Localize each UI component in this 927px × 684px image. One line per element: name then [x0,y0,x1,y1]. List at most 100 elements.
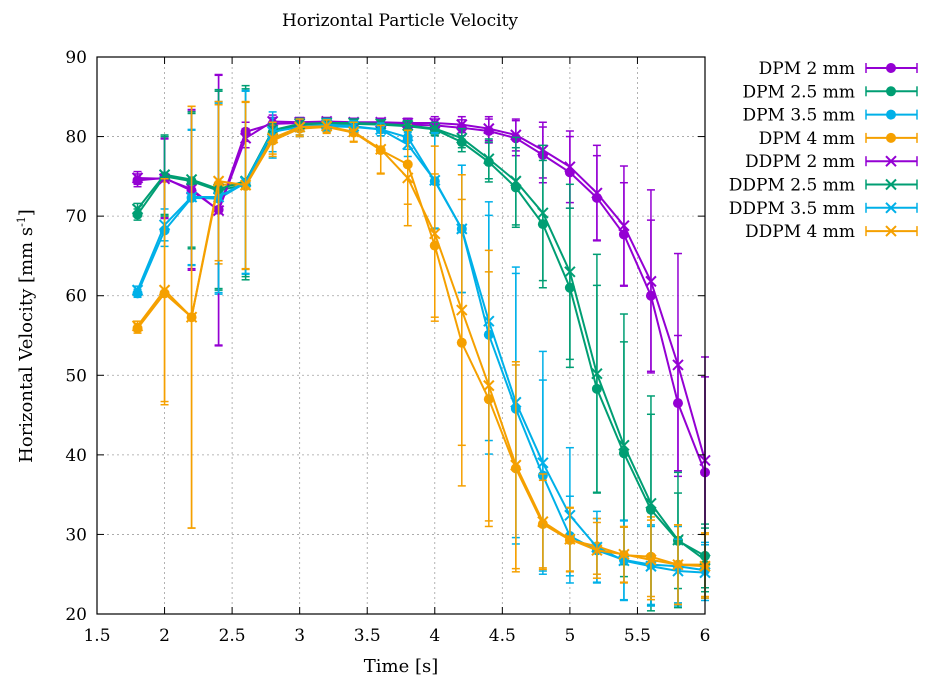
legend-label: DPM 2.5 mm [742,82,855,102]
data-point [510,129,522,141]
data-point [537,515,549,528]
legend-item: DPM 4 mm [759,129,918,149]
legend-label: DPM 3.5 mm [742,106,855,126]
data-point [402,119,414,132]
cross-stroke [375,143,387,156]
cross-stroke [483,153,495,165]
cross-stroke [293,121,306,133]
data-point [483,153,495,165]
legend-marker [886,63,896,73]
legend-marker [885,202,897,214]
data-point [239,179,252,191]
series-line [136,123,706,574]
cross-stroke [885,202,897,214]
legend-item: DPM 2 mm [759,59,918,79]
series-line [137,120,706,461]
x-tick-label: 3.5 [354,626,381,646]
x-tick-label: 5.5 [624,626,651,646]
cross-stroke [456,132,468,144]
cross-stroke [239,179,252,191]
cross-stroke [483,379,495,392]
grid [97,57,705,614]
cross-stroke [537,207,549,219]
data-point [564,266,576,278]
cross-stroke [131,172,144,184]
series-line [136,122,706,561]
y-tick-label: 70 [65,207,87,227]
data-point [185,311,198,323]
cross-stroke [885,155,897,167]
data-point [591,544,603,557]
data-point [618,219,630,232]
x-tick-label: 3 [294,626,305,646]
legend-marker [886,109,896,120]
x-axis: 1.5 2 2.5 3 3.5 4 4.5 5 5.5 6 [83,57,710,646]
data-point [510,459,522,471]
series-layer [131,73,711,612]
cross-stroke [618,219,630,232]
cross-stroke [591,544,603,557]
legend-marker [885,155,897,167]
legend-label: DPM 4 mm [759,129,855,149]
series-ddpm-4-mm [131,100,711,606]
cross-stroke [266,132,279,144]
y-tick-label: 20 [65,605,87,625]
legend-marker [885,225,897,237]
cross-stroke [618,548,630,561]
data-point [510,175,522,187]
cross-stroke [131,320,144,332]
data-point [672,558,684,571]
cross-stroke [645,497,657,510]
data-point [645,554,657,566]
y-tick-label: 90 [65,48,87,68]
cross-stroke [672,558,684,571]
cross-stroke [645,275,657,288]
cross-stroke [510,129,522,141]
data-point [131,320,144,332]
cross-stroke [618,439,630,452]
data-point [293,121,306,133]
series-line [136,125,706,568]
cross-stroke [212,175,225,187]
legend-marker [886,86,896,97]
legend-label: DDPM 4 mm [745,222,855,242]
data-point [320,120,333,132]
series-line [137,121,706,473]
cross-stroke [131,203,144,215]
x-tick-label: 4.5 [489,626,516,646]
data-point [564,533,576,545]
y-axis-label-main: Horizontal Velocity [mm s [16,227,37,463]
cross-stroke [885,178,897,191]
legend-item: DPM 3.5 mm [742,106,918,126]
legend-item: DDPM 4 mm [745,222,918,242]
data-point [131,203,144,215]
y-tick-label: 80 [65,128,87,148]
cross-stroke [591,367,603,380]
x-tick-label: 2 [159,626,170,646]
y-tick-label: 40 [65,446,87,466]
data-point [537,207,549,219]
cross-stroke [185,311,198,323]
data-point [483,379,495,392]
data-point [131,172,144,184]
data-point [456,132,468,144]
x-tick-label: 4 [429,626,440,646]
data-point [645,275,657,288]
cross-stroke [402,119,414,132]
y-axis-label: Horizontal Velocity [mm s-1] [15,209,37,463]
y-axis: 20 30 40 50 60 70 80 90 [65,48,705,625]
cross-stroke [537,457,549,469]
cross-stroke [510,459,522,471]
legend-item: DDPM 2 mm [745,152,918,172]
data-point [672,359,684,371]
data-point [348,126,360,138]
data-point [591,187,603,199]
legend-label: DDPM 3.5 mm [729,199,855,219]
cross-stroke [510,175,522,187]
cross-stroke [456,304,468,316]
data-point [564,161,576,173]
cross-stroke [645,554,657,566]
cross-stroke [564,161,576,173]
y-axis-label-superscript: -1 [15,216,28,227]
